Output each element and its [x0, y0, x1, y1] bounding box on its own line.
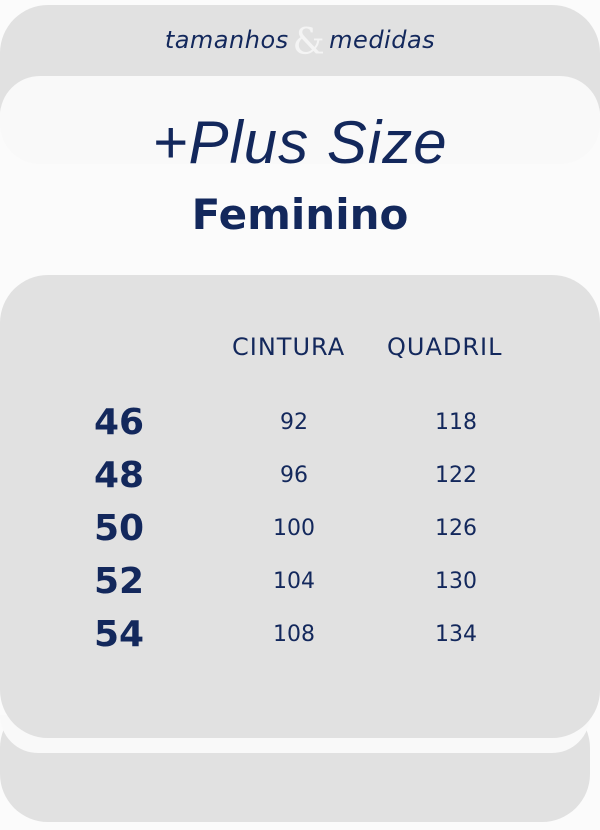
column-header-quadril: QUADRIL — [387, 333, 503, 361]
size-label: 54 — [94, 614, 145, 655]
size-label: 46 — [94, 402, 145, 443]
subtitle: tamanhos & medidas — [0, 22, 600, 63]
size-table-card — [0, 275, 600, 738]
table-row: 46 92 118 — [0, 402, 600, 455]
table-row: 50 100 126 — [0, 508, 600, 561]
subtitle-left: tamanhos — [164, 26, 289, 54]
cintura-value: 108 — [273, 622, 315, 647]
ampersand-logo: & — [292, 22, 326, 63]
page-title: +Plus Size — [152, 109, 448, 176]
cintura-value: 96 — [280, 463, 308, 488]
quadril-value: 118 — [435, 410, 477, 435]
quadril-value: 122 — [435, 463, 477, 488]
column-header-cintura: CINTURA — [232, 333, 346, 361]
size-label: 52 — [94, 561, 145, 602]
title-band — [0, 76, 600, 164]
size-label: 50 — [94, 508, 145, 549]
category-title: Feminino — [191, 190, 409, 239]
table-row: 54 108 134 — [0, 614, 600, 667]
cintura-value: 104 — [273, 569, 315, 594]
quadril-value: 130 — [435, 569, 477, 594]
cintura-value: 92 — [280, 410, 308, 435]
subtitle-right: medidas — [329, 26, 436, 54]
quadril-value: 126 — [435, 516, 477, 541]
size-label: 48 — [94, 455, 145, 496]
quadril-value: 134 — [435, 622, 477, 647]
cintura-value: 100 — [273, 516, 315, 541]
table-row: 48 96 122 — [0, 455, 600, 508]
table-row: 52 104 130 — [0, 561, 600, 614]
